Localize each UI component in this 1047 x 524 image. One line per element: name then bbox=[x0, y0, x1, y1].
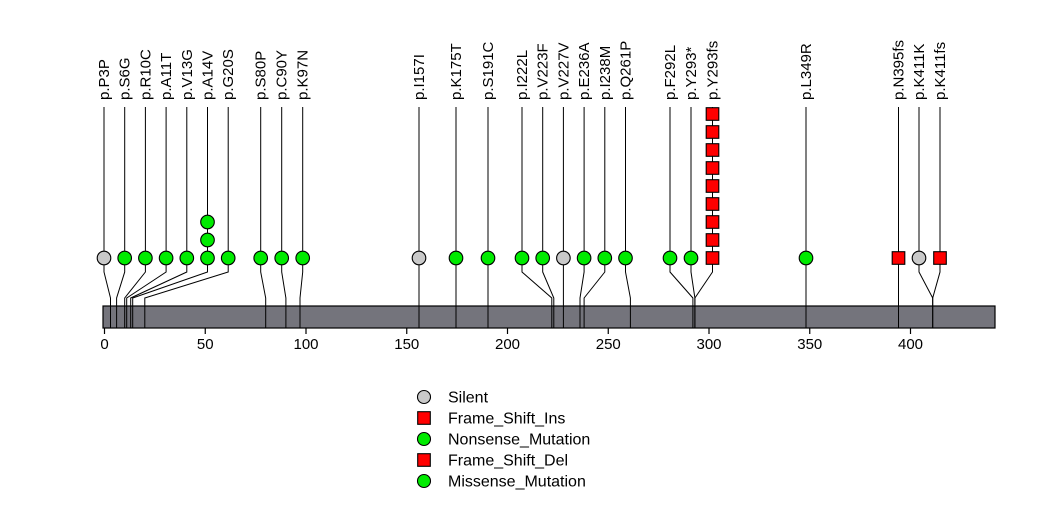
legend-marker-circle bbox=[416, 431, 432, 447]
legend-label: Frame_Shift_Ins bbox=[448, 411, 565, 428]
axis-tick-label: 350 bbox=[797, 336, 822, 353]
mutation-label: p.V13G bbox=[179, 49, 196, 100]
mutation-label: p.P3P bbox=[96, 59, 113, 100]
mutation-marker-square bbox=[705, 251, 720, 265]
mutation-label: p.I238M bbox=[597, 46, 614, 100]
mutation-marker-circle bbox=[274, 250, 290, 266]
mutation-marker-circle bbox=[138, 250, 153, 266]
mutation-label: p.A11T bbox=[158, 53, 175, 100]
mutation-label: p.S191C bbox=[480, 41, 497, 100]
legend-marker-square bbox=[417, 453, 431, 467]
mutation-marker-circle bbox=[535, 250, 551, 266]
mutation-marker-circle bbox=[411, 250, 427, 266]
mutation-label: p.C90Y bbox=[274, 50, 291, 100]
mutation-marker-square bbox=[705, 233, 720, 247]
mutation-label: p.G20S bbox=[220, 49, 237, 100]
axis-tick-label: 0 bbox=[100, 336, 108, 353]
mutation-marker-square bbox=[705, 197, 720, 211]
mutation-label: p.A14V bbox=[200, 51, 217, 100]
mutation-marker-square bbox=[705, 161, 720, 175]
mutation-label: p.N395fs bbox=[891, 40, 908, 100]
lollipop-connector bbox=[694, 258, 713, 328]
mutation-marker-circle bbox=[448, 250, 464, 266]
mutation-marker-circle bbox=[911, 250, 927, 266]
mutation-marker-circle bbox=[662, 250, 678, 266]
mutation-marker-circle bbox=[253, 250, 269, 266]
mutation-marker-circle bbox=[683, 250, 699, 266]
mutation-marker-square bbox=[891, 251, 906, 265]
legend-label: Missense_Mutation bbox=[448, 474, 586, 491]
mutation-label: p.K411K bbox=[911, 44, 928, 100]
mutation-marker-circle bbox=[556, 250, 571, 266]
axis-tick-label: 400 bbox=[898, 336, 923, 353]
legend-marker-circle bbox=[416, 473, 432, 489]
mutation-label: p.R10C bbox=[137, 49, 154, 100]
mutation-marker-circle bbox=[295, 250, 311, 266]
mutation-label: p.I222L bbox=[514, 50, 531, 100]
mutation-label: p.F292L bbox=[662, 45, 679, 100]
axis-tick-label: 100 bbox=[293, 336, 318, 353]
mutation-marker-circle bbox=[576, 250, 592, 266]
mutation-label: p.Y293* bbox=[683, 46, 700, 100]
legend-label: Nonsense_Mutation bbox=[448, 432, 590, 449]
legend-label: Frame_Shift_Del bbox=[448, 453, 568, 470]
mutation-label: p.K97N bbox=[295, 50, 312, 100]
legend-label: Silent bbox=[448, 390, 489, 407]
mutation-label: p.V223F bbox=[535, 43, 552, 100]
mutation-marker-circle bbox=[158, 250, 174, 266]
legend-marker-circle bbox=[416, 389, 432, 405]
mutation-marker-circle bbox=[200, 232, 215, 248]
mutation-marker-square bbox=[705, 125, 720, 139]
mutation-label: p.Y293fs bbox=[705, 41, 722, 100]
mutation-marker-square bbox=[705, 143, 720, 157]
mutation-marker-circle bbox=[200, 250, 215, 266]
mutation-label: p.K175T bbox=[448, 43, 465, 100]
axis-tick-label: 300 bbox=[696, 336, 721, 353]
mutation-label: p.S80P bbox=[253, 51, 270, 100]
protein-bar bbox=[102, 305, 996, 329]
mutation-marker-square bbox=[933, 251, 947, 265]
mutation-marker-circle bbox=[117, 250, 133, 266]
mutation-marker-circle bbox=[96, 250, 112, 266]
mutation-label: p.V227V bbox=[555, 42, 572, 100]
mutation-marker-circle bbox=[597, 250, 613, 266]
mutation-label: p.K411fs bbox=[932, 42, 949, 100]
mutation-marker-square bbox=[705, 179, 720, 193]
axis-tick-label: 150 bbox=[394, 336, 419, 353]
mutation-label: p.I157I bbox=[411, 54, 428, 100]
mutation-marker-circle bbox=[220, 250, 236, 266]
mutation-label: p.Q261P bbox=[618, 41, 635, 100]
axis-tick-label: 250 bbox=[596, 336, 621, 353]
mutation-marker-square bbox=[705, 107, 720, 121]
mutation-marker-circle bbox=[200, 214, 215, 230]
axis-tick-label: 200 bbox=[495, 336, 520, 353]
mutation-label: p.L349R bbox=[798, 43, 815, 100]
axis-tick-label: 50 bbox=[197, 336, 214, 353]
mutation-marker-circle bbox=[618, 250, 633, 266]
mutation-marker-circle bbox=[179, 250, 195, 266]
mutation-marker-circle bbox=[798, 250, 814, 266]
legend-marker-square bbox=[417, 411, 431, 425]
mutation-marker-circle bbox=[514, 250, 530, 266]
lollipop-connector bbox=[932, 258, 941, 328]
mutation-marker-square bbox=[705, 215, 720, 229]
mutation-marker-circle bbox=[480, 250, 496, 266]
mutation-label: p.S6G bbox=[117, 57, 134, 100]
mutation-label: p.E236A bbox=[576, 42, 593, 100]
